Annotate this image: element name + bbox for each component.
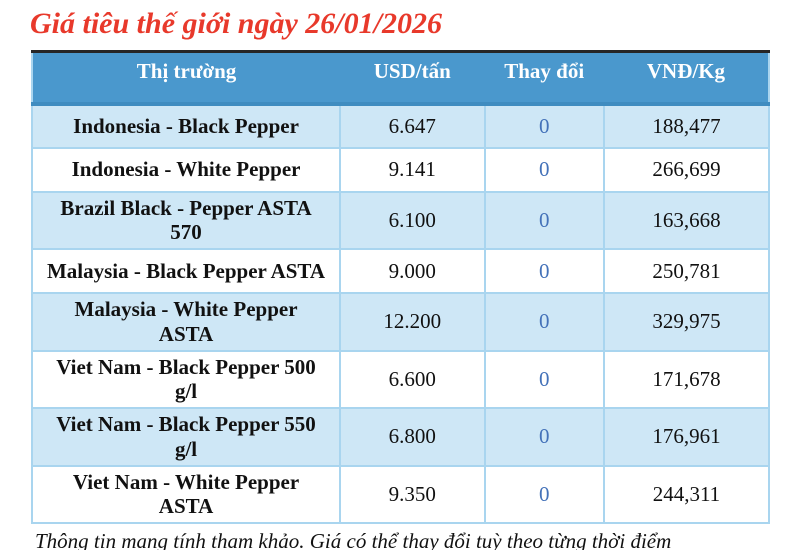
change-cell: 0	[483, 464, 605, 525]
market-cell: Viet Nam - White Pepper ASTA	[30, 464, 342, 525]
table-row: Brazil Black - Pepper ASTA 570 6.100 0 163,…	[30, 190, 771, 251]
vnd-price-cell: 329,975	[602, 292, 771, 352]
change-cell: 0	[483, 349, 605, 410]
usd-price-cell: 12.200	[339, 292, 486, 352]
usd-price-cell: 6.100	[339, 190, 486, 251]
header-row: Thị trường USD/tấn Thay đổi VNĐ/Kg	[32, 51, 769, 106]
column-header-market: Thị trường	[32, 51, 341, 106]
table-header: Thị trường USD/tấn Thay đổi VNĐ/Kg	[32, 51, 769, 106]
vnd-price-cell: 244,311	[602, 464, 771, 525]
table-row: Viet Nam - White Pepper ASTA 9.350 0 244,31…	[30, 464, 771, 525]
usd-price-cell: 6.800	[339, 407, 486, 467]
page-title: Giá tiêu thế giới ngày 26/01/2026	[30, 7, 442, 40]
change-cell: 0	[483, 292, 605, 352]
pepper-price-table: Thị trường USD/tấn Thay đổi VNĐ/Kg Indon…	[30, 50, 771, 525]
change-cell: 0	[483, 190, 605, 251]
price-table-body: Indonesia - Black Pepper 6.647 0 188,477 Ind…	[30, 102, 771, 525]
table-row: Malaysia - Black Pepper ASTA 9.000 0 250,78…	[30, 248, 771, 295]
vnd-price-cell: 163,668	[602, 190, 771, 251]
market-cell: Indonesia - White Pepper	[30, 146, 342, 193]
vnd-price-cell: 266,699	[602, 146, 771, 193]
change-cell: 0	[483, 407, 605, 467]
vnd-price-cell: 188,477	[602, 102, 771, 149]
market-cell: Viet Nam - Black Pepper 500 g/l	[30, 349, 342, 410]
table-row: Viet Nam - Black Pepper 500 g/l 6.600 0 171…	[30, 349, 771, 410]
table-row: Indonesia - Black Pepper 6.647 0 188,477	[30, 102, 771, 149]
market-cell: Indonesia - Black Pepper	[30, 102, 342, 149]
table-row: Malaysia - White Pepper ASTA 12.200 0 329,9…	[30, 292, 771, 352]
vnd-price-cell: 171,678	[602, 349, 771, 410]
market-cell: Malaysia - Black Pepper ASTA	[30, 248, 342, 295]
usd-price-cell: 9.141	[339, 146, 486, 193]
usd-price-cell: 9.350	[339, 464, 486, 525]
column-header-usd: USD/tấn	[340, 51, 485, 106]
usd-price-cell: 6.600	[339, 349, 486, 410]
market-cell: Viet Nam - Black Pepper 550 g/l	[30, 407, 342, 467]
vnd-price-cell: 250,781	[602, 248, 771, 295]
table-row: Viet Nam - Black Pepper 550 g/l 6.800 0 176…	[30, 407, 771, 467]
usd-price-cell: 9.000	[339, 248, 486, 295]
column-header-change: Thay đổi	[484, 51, 604, 106]
column-header-vnd: VNĐ/Kg	[603, 51, 769, 106]
market-cell: Brazil Black - Pepper ASTA 570	[30, 190, 342, 251]
change-cell: 0	[483, 102, 605, 149]
change-cell: 0	[483, 248, 605, 295]
vnd-price-cell: 176,961	[602, 407, 771, 467]
disclaimer-footnote: Thông tin mang tính tham khảo. Giá có th…	[35, 529, 672, 550]
change-cell: 0	[483, 146, 605, 193]
table-row: Indonesia - White Pepper 9.141 0 266,699	[30, 146, 771, 193]
market-cell: Malaysia - White Pepper ASTA	[30, 292, 342, 352]
usd-price-cell: 6.647	[339, 102, 486, 149]
